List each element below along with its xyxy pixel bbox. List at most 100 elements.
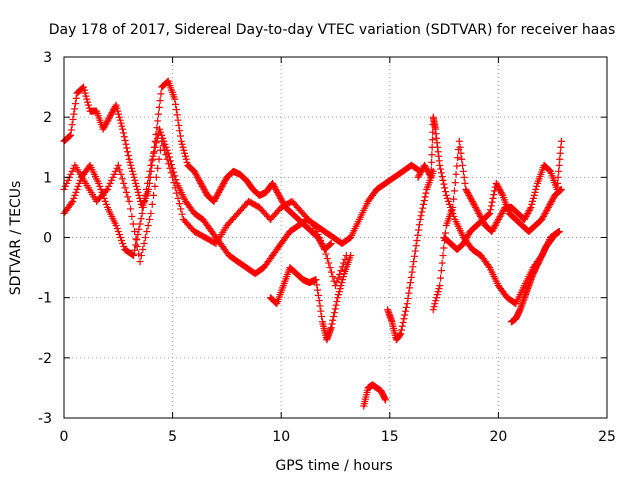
data-point	[467, 194, 475, 202]
data-point	[540, 211, 548, 219]
data-point	[271, 184, 279, 192]
data-point	[277, 194, 285, 202]
data-point	[523, 211, 531, 219]
data-point	[492, 179, 500, 187]
data-point	[272, 299, 280, 307]
data-point	[216, 187, 224, 195]
data-point	[463, 234, 471, 241]
data-point	[100, 124, 108, 132]
data-point	[547, 199, 555, 207]
data-point	[381, 396, 389, 404]
y-axis-label: SDTVAR / TECUs	[8, 181, 24, 296]
data-point	[155, 155, 163, 163]
data-point	[176, 132, 184, 140]
data-point	[437, 165, 445, 173]
data-point	[438, 259, 446, 267]
data-point	[459, 161, 467, 169]
data-point	[315, 234, 323, 241]
data-point	[437, 274, 445, 282]
x-axis-label: GPS time / hours	[275, 458, 392, 474]
data-point	[200, 185, 208, 193]
data-point	[219, 181, 227, 189]
data-point	[117, 170, 125, 178]
data-point	[120, 179, 128, 187]
data-point	[220, 178, 228, 186]
data-point	[417, 167, 425, 175]
data-point	[327, 268, 335, 276]
data-point	[458, 155, 466, 163]
data-point	[529, 194, 537, 202]
data-point	[274, 190, 282, 198]
data-point	[336, 270, 344, 278]
data-point	[121, 184, 129, 192]
data-point	[417, 212, 425, 220]
data-point	[217, 184, 225, 192]
data-point	[172, 106, 180, 114]
data-point	[134, 230, 142, 238]
data-point	[451, 179, 459, 187]
data-point	[314, 291, 322, 299]
data-point	[533, 182, 541, 190]
data-point	[308, 220, 316, 228]
data-point	[485, 210, 493, 218]
data-point	[494, 215, 502, 223]
data-point	[141, 234, 149, 241]
data-point	[183, 158, 191, 166]
y-tick-label: 0	[43, 231, 52, 247]
data-point	[421, 193, 429, 201]
data-point	[67, 131, 75, 139]
data-point	[112, 221, 120, 229]
data-point	[472, 205, 480, 213]
data-point	[102, 119, 110, 127]
data-point	[69, 115, 77, 123]
data-point	[556, 187, 564, 195]
data-point	[152, 139, 160, 147]
data-point	[127, 161, 135, 169]
data-point	[341, 255, 349, 263]
data-point	[450, 187, 458, 195]
data-point	[497, 211, 505, 219]
data-point	[545, 166, 553, 174]
data-point	[463, 187, 471, 195]
data-point	[171, 95, 179, 103]
data-point	[182, 155, 190, 163]
data-point	[554, 173, 562, 181]
data-point	[450, 195, 458, 203]
data-point	[326, 241, 334, 249]
data-point	[134, 188, 142, 196]
data-point	[400, 315, 408, 323]
data-point	[549, 194, 557, 202]
data-point	[437, 267, 445, 275]
data-point	[404, 294, 412, 302]
data-point	[430, 303, 438, 311]
data-point	[118, 175, 126, 183]
data-point	[212, 193, 220, 201]
data-point	[410, 258, 418, 266]
data-point	[488, 198, 496, 206]
data-point	[455, 137, 463, 145]
data-point	[406, 279, 414, 287]
data-point	[72, 188, 80, 196]
data-point	[181, 149, 189, 157]
data-point	[132, 179, 140, 187]
data-point	[460, 240, 468, 248]
series-trace-b	[60, 125, 424, 278]
data-point	[466, 193, 474, 201]
data-point	[162, 143, 170, 151]
data-point	[145, 173, 153, 181]
data-point	[317, 237, 325, 245]
data-point	[347, 252, 355, 260]
data-point	[440, 244, 448, 252]
data-point	[557, 185, 565, 193]
data-point	[334, 294, 342, 302]
data-point	[397, 330, 405, 338]
data-point	[416, 215, 424, 223]
data-point	[416, 169, 424, 177]
data-point	[132, 241, 140, 249]
data-point	[403, 300, 411, 308]
data-point	[546, 167, 554, 175]
data-point	[557, 143, 565, 151]
data-point	[427, 166, 435, 174]
